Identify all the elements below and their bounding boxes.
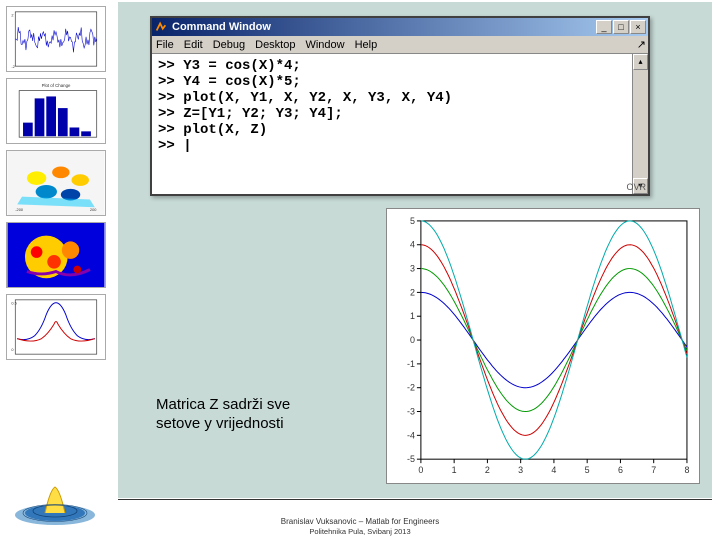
menu-file[interactable]: File: [156, 39, 174, 51]
menu-help[interactable]: Help: [355, 39, 378, 51]
footer-line1: Branislav Vuksanovic – Matlab for Engine…: [0, 517, 720, 527]
svg-text:0.5: 0.5: [11, 301, 16, 306]
footer: Branislav Vuksanovic – Matlab for Engine…: [0, 517, 720, 536]
thumb-sinc: 0.50: [6, 294, 106, 360]
svg-text:5: 5: [585, 465, 590, 475]
close-button[interactable]: ×: [630, 20, 646, 34]
menu-edit[interactable]: Edit: [184, 39, 203, 51]
svg-text:-2: -2: [11, 64, 14, 69]
svg-text:3: 3: [518, 465, 523, 475]
window-buttons: _ □ ×: [596, 20, 646, 34]
menu-window[interactable]: Window: [305, 39, 344, 51]
titlebar: Command Window _ □ ×: [152, 18, 648, 36]
svg-text:0: 0: [410, 335, 415, 345]
plot-figure: -5 -4 -3 -2 -1 0 1 2 3 4 5 0 1 2 3 4 5 6 7 8: [386, 208, 700, 484]
svg-text:-4: -4: [407, 430, 415, 440]
svg-text:4: 4: [410, 240, 415, 250]
svg-text:2: 2: [485, 465, 490, 475]
svg-text:2: 2: [11, 13, 13, 18]
svg-text:5: 5: [410, 216, 415, 226]
svg-text:1: 1: [410, 311, 415, 321]
window-title: Command Window: [172, 21, 596, 33]
svg-text:7: 7: [651, 465, 656, 475]
minimize-button[interactable]: _: [596, 20, 612, 34]
footer-line2: Politehnika Pula, Svibanj 2013: [0, 527, 720, 536]
code-text[interactable]: >> Y3 = cos(X)*4; >> Y4 = cos(X)*5; >> p…: [152, 54, 632, 194]
svg-text:2: 2: [410, 287, 415, 297]
page-root: -22 Plot of Change -200200 0.50 Command …: [0, 0, 720, 540]
svg-text:-200: -200: [15, 207, 23, 212]
menu-debug[interactable]: Debug: [213, 39, 245, 51]
caption-text: Matrica Z sadrži sve setove y vrijednost…: [156, 396, 326, 434]
svg-text:0: 0: [11, 347, 13, 352]
thumb-fractal: [6, 222, 106, 288]
menubar: File Edit Debug Desktop Window Help ↗: [152, 36, 648, 54]
code-area: >> Y3 = cos(X)*4; >> Y4 = cos(X)*5; >> p…: [152, 54, 648, 194]
command-window: Command Window _ □ × File Edit Debug Des…: [150, 16, 650, 196]
svg-text:-1: -1: [407, 359, 415, 369]
scroll-up-icon[interactable]: ▴: [633, 54, 648, 70]
matlab-icon: [154, 20, 168, 34]
svg-text:200: 200: [90, 207, 96, 212]
sombrero-icon: [10, 475, 100, 530]
svg-text:3: 3: [410, 264, 415, 274]
thumb-surface: -200 200: [6, 150, 106, 216]
menu-desktop[interactable]: Desktop: [255, 39, 295, 51]
thumb-bar: Plot of Change: [6, 78, 106, 144]
svg-text:0: 0: [418, 465, 423, 475]
thumb-signal: -2 2: [6, 6, 106, 72]
thumbnail-strip: -22 Plot of Change -200200 0.50: [6, 6, 116, 366]
maximize-button[interactable]: □: [613, 20, 629, 34]
svg-text:-5: -5: [407, 454, 415, 464]
footer-rule: [118, 499, 712, 500]
svg-text:-3: -3: [407, 407, 415, 417]
thumb-bar-title: Plot of Change: [42, 83, 71, 88]
svg-text:4: 4: [551, 465, 556, 475]
undock-icon[interactable]: ↗: [637, 38, 646, 51]
plot-canvas: -5 -4 -3 -2 -1 0 1 2 3 4 5 0 1 2 3 4 5 6 7 8: [387, 209, 699, 483]
status-ovr: OVR: [626, 182, 646, 192]
svg-text:1: 1: [452, 465, 457, 475]
svg-text:-2: -2: [407, 383, 415, 393]
scrollbar-vertical[interactable]: ▴ ▾: [632, 54, 648, 194]
svg-text:6: 6: [618, 465, 623, 475]
svg-text:8: 8: [684, 465, 689, 475]
